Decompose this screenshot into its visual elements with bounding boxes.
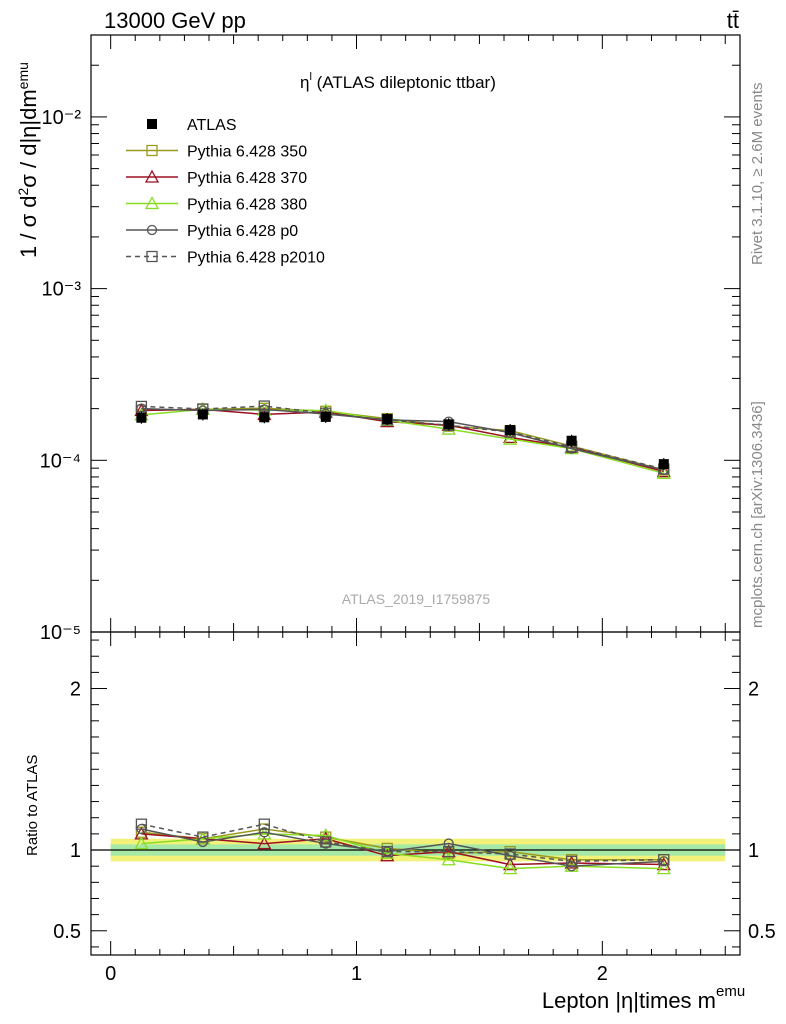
ratio-tick-label-right: 0.5 bbox=[748, 921, 776, 943]
legend-label-p380: Pythia 6.428 380 bbox=[187, 197, 307, 214]
y-tick-label: 10⁻³ bbox=[42, 279, 82, 301]
ratio-panel-frame bbox=[90, 631, 741, 956]
marker-p2010 bbox=[258, 400, 270, 412]
ratio-line-p0 bbox=[141, 828, 664, 867]
marker-p380 bbox=[503, 431, 518, 445]
x-tick-label: 1 bbox=[351, 963, 362, 985]
legend-marker-p380 bbox=[144, 196, 160, 210]
main-y-label: 1 / σ d2σ / d|η|dmemu bbox=[15, 62, 41, 258]
series-line-p370 bbox=[141, 408, 664, 473]
ratio-y-label: Ratio to ATLAS bbox=[24, 755, 41, 856]
y-tick-label: 10⁻⁴ bbox=[40, 450, 81, 472]
ratio-marker-p380 bbox=[380, 845, 395, 859]
ratio-marker-p0 bbox=[443, 838, 454, 849]
ratio-series bbox=[134, 818, 671, 875]
ratio-marker-p2010 bbox=[443, 845, 455, 858]
legend: ATLAS Pythia 6.428 350 Pythia 6.428 370 Pyt… bbox=[126, 117, 325, 267]
ratio-marker-p370 bbox=[656, 857, 671, 871]
atlas-point bbox=[443, 419, 454, 430]
series-line-p380 bbox=[141, 408, 664, 475]
ratio-tick-label: 2 bbox=[70, 679, 81, 701]
atlas-point bbox=[658, 459, 669, 470]
y-tick-label: 10⁻² bbox=[42, 107, 82, 129]
legend-marker-atlas bbox=[147, 119, 157, 129]
ratio-marker-p2010 bbox=[135, 818, 148, 830]
ratio-marker-p2010 bbox=[320, 836, 332, 848]
rivet-label: Rivet 3.1.10, ≥ 2.6M events bbox=[749, 83, 766, 266]
ratio-marker-p370 bbox=[257, 836, 272, 850]
series-line-p350 bbox=[141, 407, 664, 471]
legend-marker-p350 bbox=[146, 144, 158, 157]
atlas-point bbox=[566, 435, 577, 446]
atlas-point bbox=[382, 414, 393, 425]
main-series bbox=[134, 400, 671, 479]
ratio-marker-p2010 bbox=[658, 854, 670, 866]
ratio-marker-p380 bbox=[134, 836, 149, 850]
ratio-marker-p0 bbox=[259, 827, 270, 838]
series-line-p2010 bbox=[141, 405, 664, 470]
ratio-tick-label: 0.5 bbox=[53, 921, 81, 943]
legend-label-p350: Pythia 6.428 350 bbox=[187, 144, 307, 161]
x-tick-label: 0 bbox=[105, 963, 116, 985]
ratio-marker-p380 bbox=[656, 861, 671, 875]
marker-p370 bbox=[656, 464, 671, 478]
legend-marker-p0 bbox=[146, 224, 158, 236]
legend-label-p370: Pythia 6.428 370 bbox=[187, 170, 307, 187]
ratio-tick-label-right: 1 bbox=[748, 840, 759, 862]
atlas-point bbox=[136, 412, 147, 423]
legend-marker-p2010 bbox=[146, 250, 158, 263]
legend-label-p2010: Pythia 6.428 p2010 bbox=[187, 250, 325, 267]
process-label: tt̄ bbox=[727, 8, 739, 33]
legend-label-atlas: ATLAS bbox=[187, 117, 237, 134]
ratio-marker-p2010 bbox=[504, 848, 516, 860]
marker-p2010 bbox=[135, 400, 148, 413]
x-axis-label-sup: emu bbox=[716, 983, 745, 1000]
ratio-marker-p2010 bbox=[258, 818, 270, 830]
ratio-marker-p2010 bbox=[381, 845, 393, 858]
x-axis-label: Lepton |η|times m bbox=[542, 988, 716, 1013]
ratio-tick-label-right: 2 bbox=[748, 679, 759, 701]
plot-title: ηl (ATLAS dileptonic ttbar) bbox=[300, 71, 496, 92]
ratio-marker-p380 bbox=[318, 828, 333, 842]
legend-marker-p370 bbox=[144, 169, 160, 183]
ratio-tick-label: 1 bbox=[70, 840, 81, 862]
ratio-marker-p370 bbox=[503, 857, 518, 871]
ratio-line-p2010 bbox=[141, 823, 664, 863]
legend-label-p0: Pythia 6.428 p0 bbox=[187, 223, 298, 240]
ratio-marker-p2010 bbox=[565, 855, 578, 867]
atlas-point bbox=[320, 411, 331, 422]
ratio-marker-p380 bbox=[503, 861, 518, 875]
mcplots-label: mcplots.cern.ch [arXiv:1306.3436] bbox=[749, 401, 766, 628]
ratio-marker-p2010 bbox=[197, 831, 209, 843]
tick-labels: 0 1 2 10⁻⁵ 10⁻⁴ 10⁻³ 10⁻² 0.5 0.5 1 1 2 2 bbox=[40, 107, 776, 985]
atlas-point bbox=[505, 425, 516, 436]
analysis-watermark: ATLAS_2019_I1759875 bbox=[342, 591, 491, 607]
energy-label: 13000 GeV pp bbox=[104, 8, 246, 33]
y-tick-label: 10⁻⁵ bbox=[40, 622, 81, 644]
atlas-point bbox=[197, 409, 208, 420]
atlas-point bbox=[259, 412, 270, 423]
series-line-p0 bbox=[141, 407, 664, 471]
x-tick-label: 2 bbox=[597, 963, 608, 985]
ratio-line-p380 bbox=[141, 833, 664, 870]
axis-ticks bbox=[91, 34, 740, 955]
ratio-marker-p380 bbox=[441, 852, 456, 866]
